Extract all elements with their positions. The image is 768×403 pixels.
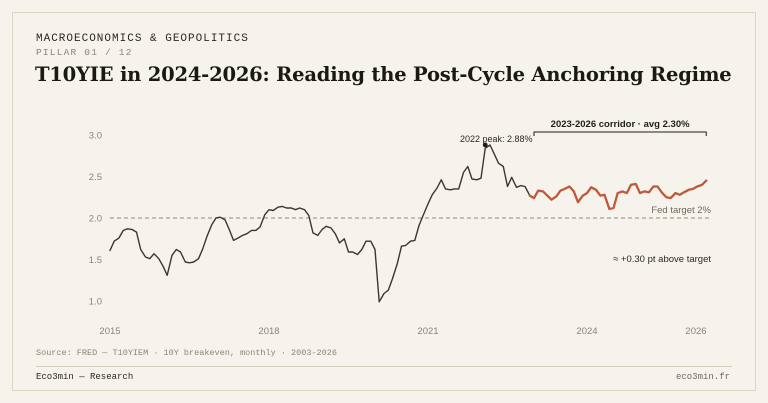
- y-tick-label: 2.0: [89, 214, 102, 225]
- brand-label: Eco3min — Research: [36, 372, 134, 382]
- corridor-bracket: [533, 131, 707, 136]
- x-tick-label: 2024: [576, 326, 597, 337]
- source-note: Source: FRED — T10YIEM · 10Y breakeven, …: [36, 348, 337, 358]
- x-tick-label: 2015: [99, 326, 120, 337]
- card-frame: [12, 12, 756, 391]
- site-link[interactable]: eco3min.fr: [675, 372, 730, 382]
- x-tick-label: 2026: [685, 326, 706, 337]
- footer-divider: [36, 366, 732, 367]
- y-tick-label: 2.5: [89, 172, 102, 183]
- peak-label: 2022 peak: 2.88%: [460, 134, 533, 144]
- peak-marker: [482, 142, 488, 148]
- fed-target-label: Fed target 2%: [651, 205, 711, 216]
- gap-label: ≈ +0.30 pt above target: [613, 254, 711, 265]
- corridor-label: 2023-2026 corridor · avg 2.30%: [551, 119, 690, 130]
- x-tick-label: 2021: [417, 326, 438, 337]
- y-tick-label: 1.5: [89, 255, 102, 266]
- history-series-line: [109, 144, 531, 303]
- y-tick-label: 1.0: [89, 297, 102, 308]
- y-tick-label: 3.0: [89, 131, 102, 142]
- pillar-label: PILLAR 01 / 12: [36, 47, 133, 58]
- corridor-series-line: [528, 179, 708, 211]
- section-kicker: MACROECONOMICS & GEOPOLITICS: [36, 33, 249, 45]
- page-title: T10YIE in 2024-2026: Reading the Post-Cy…: [35, 63, 732, 86]
- x-tick-label: 2018: [258, 326, 279, 337]
